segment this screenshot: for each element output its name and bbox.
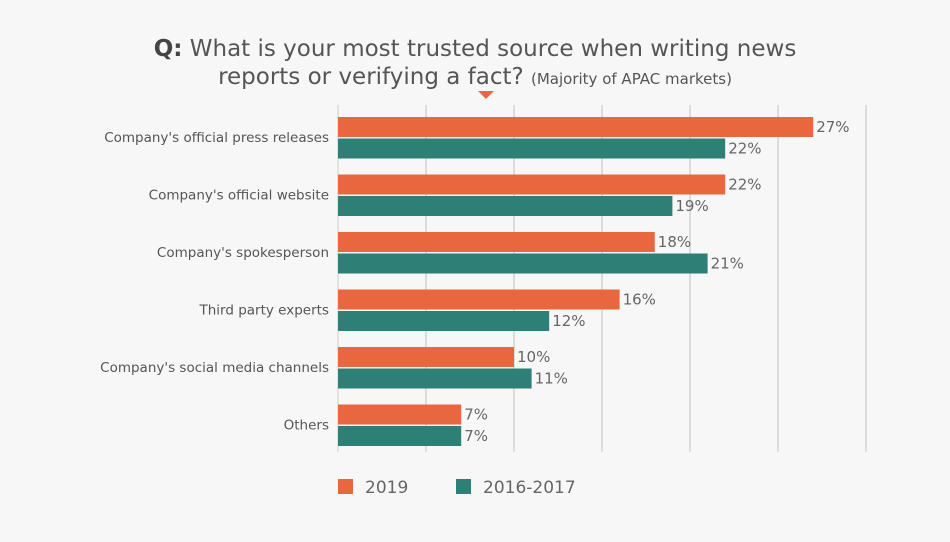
data-label: 7% [464,427,488,445]
data-label: 7% [464,406,488,424]
bar-2019 [338,232,655,252]
data-label: 18% [658,233,691,251]
legend-swatch [456,479,471,494]
bar-2016-2017 [338,426,462,446]
bar-2019 [338,347,514,367]
bar-2019 [338,404,462,425]
data-label: 10% [517,348,550,366]
bar-2016-2017 [338,253,708,274]
category-label: Company's official press releases [104,130,329,146]
bar-2019 [338,289,620,310]
category-label: Company's spokesperson [157,245,329,261]
chart-title-line2: reports or verifying a fact? (Majority o… [218,64,732,90]
data-label: 12% [552,312,585,330]
data-label: 22% [728,176,761,194]
category-label: Others [284,418,329,434]
bar-2016-2017 [338,311,550,331]
bar-2016-2017 [338,138,726,159]
data-label: 22% [728,140,761,158]
legend-swatch [338,479,353,494]
data-label: 21% [711,255,744,273]
title-pointer-icon [478,91,494,99]
category-label: Company's social media channels [100,360,329,376]
data-label: 11% [535,370,568,388]
chart-subtitle: (Majority of APAC markets) [531,70,732,88]
category-label: Company's official website [149,188,329,204]
legend-label: 2019 [365,478,408,498]
data-label: 19% [675,197,708,215]
bar-2016-2017 [338,196,673,216]
data-label: 16% [623,291,656,309]
bar-2019 [338,174,726,195]
bar-2016-2017 [338,368,532,389]
category-label: Third party experts [198,303,329,319]
bar-2019 [338,117,814,137]
chart-title-line1: Q: What is your most trusted source when… [153,36,797,62]
legend-label: 2016-2017 [483,478,576,498]
data-label: 27% [816,118,849,136]
